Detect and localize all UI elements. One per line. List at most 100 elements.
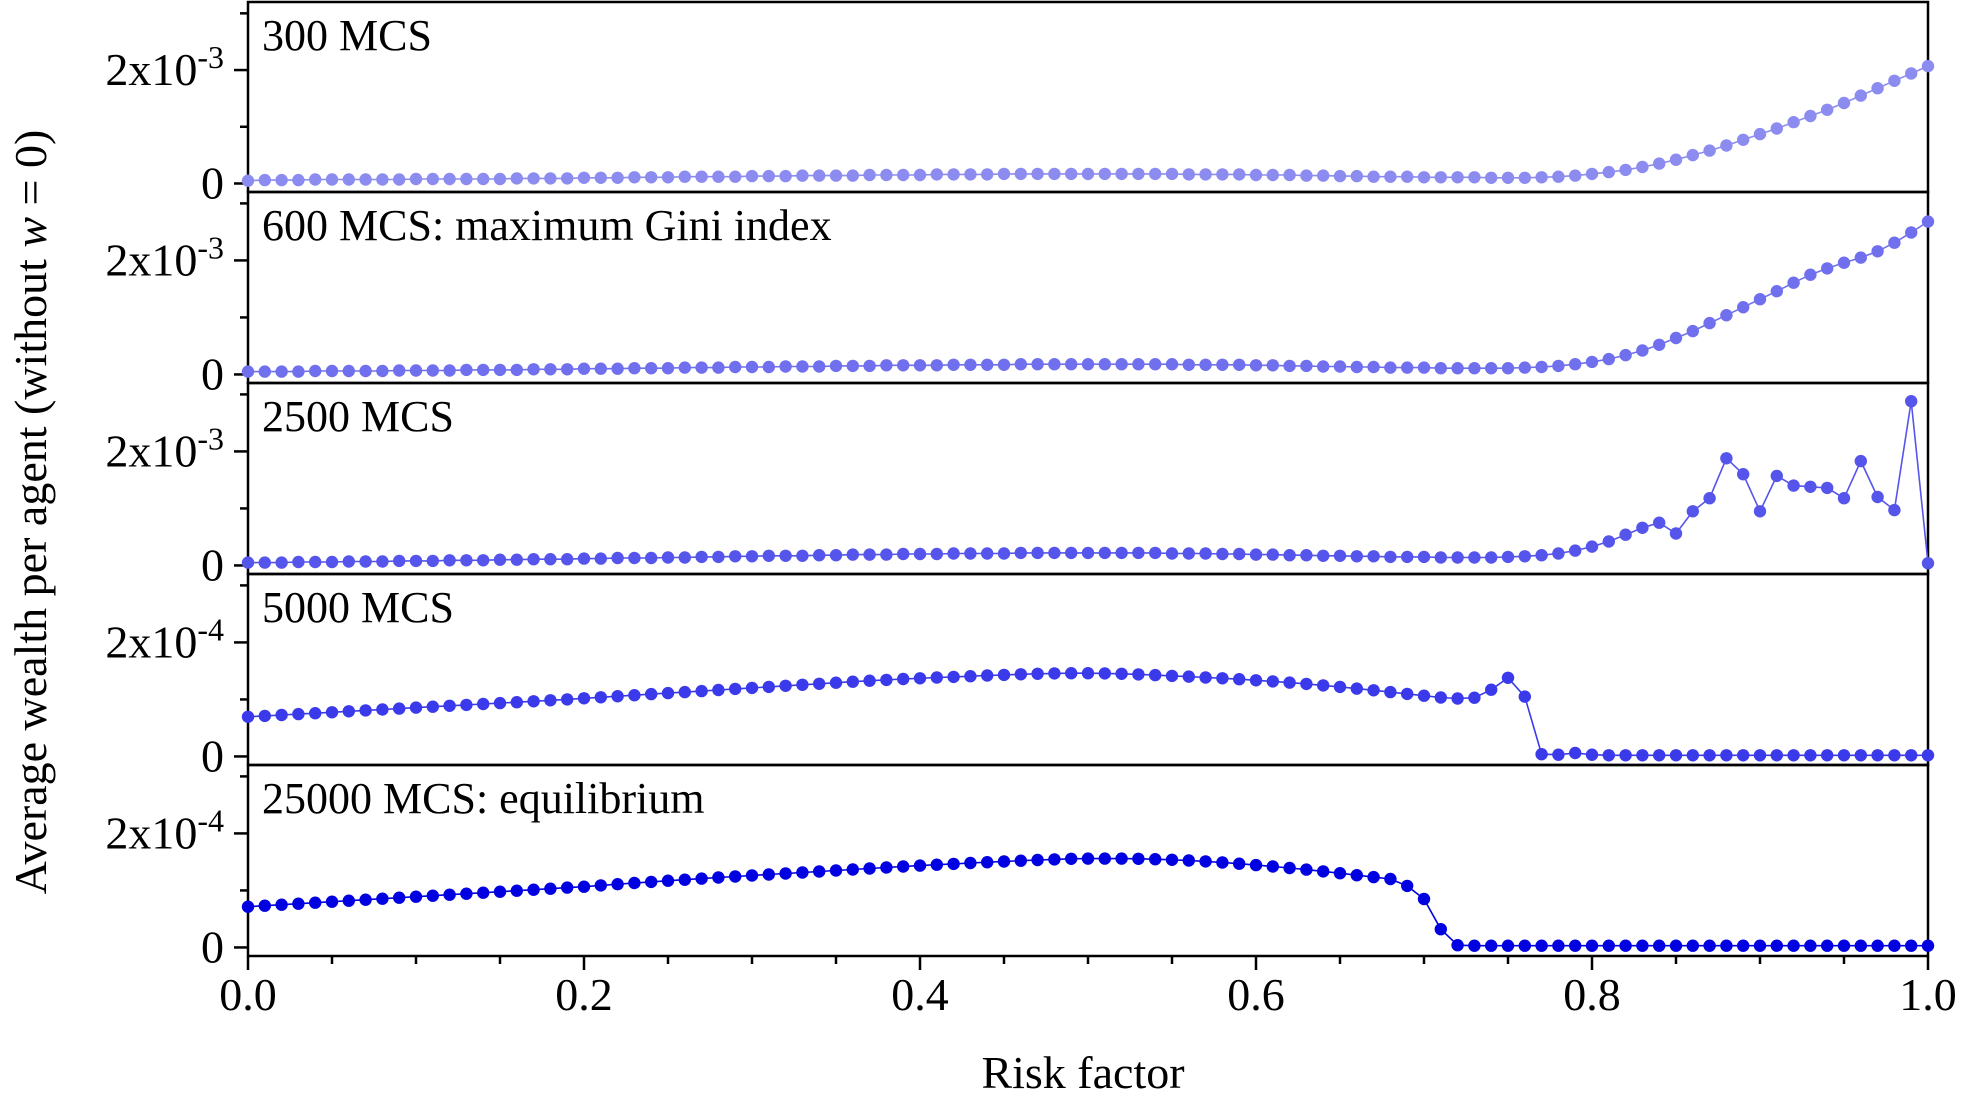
panel-3-point-80: [1585, 540, 1599, 553]
panel-5-point-35: [829, 864, 843, 877]
panel-4-point-43: [964, 670, 977, 683]
panel-5-point-90: [1753, 939, 1767, 952]
panel-4-point-84: [1653, 749, 1666, 762]
panel-5-point-57: [1199, 855, 1212, 868]
panel-2-point-88: [1720, 309, 1733, 322]
panel-1-point-13: [460, 172, 473, 186]
panel-5-point-83: [1636, 939, 1649, 952]
panel-3-label: 2500 MCS: [262, 392, 454, 441]
panel-5-point-23: [628, 876, 641, 890]
panel-3-point-82: [1619, 528, 1632, 541]
panel-4-point-59: [1233, 673, 1246, 686]
panel-5-point-44: [981, 856, 994, 869]
panel-3-point-63: [1300, 549, 1313, 562]
panel-2-point-9: [393, 364, 406, 377]
panel-3-frame: [246, 381, 1930, 576]
panel-3-point-97: [1871, 490, 1884, 504]
panel-4-point-23: [628, 689, 641, 702]
panel-1-point-20: [577, 171, 591, 184]
panel-2-point-70: [1417, 361, 1431, 374]
panel-1-point-30: [745, 169, 759, 183]
panel-2-point-5: [325, 364, 339, 378]
panel-1-point-98: [1888, 74, 1901, 88]
panel-5-point-99: [1905, 939, 1918, 952]
panel-4-point-83: [1636, 749, 1649, 762]
panel-4-point-44: [981, 669, 994, 682]
panel-1-point-83: [1636, 160, 1649, 174]
panel-3-point-9: [393, 554, 406, 568]
tick-base: 2x10: [105, 616, 197, 667]
x-tick-label: 1.0: [1899, 969, 1957, 1020]
panel-4-series-line: [247, 672, 1928, 757]
panel-3-point-59: [1233, 547, 1246, 561]
panel-3-point-73: [1468, 551, 1481, 564]
panel-5-point-84: [1653, 939, 1666, 952]
panel-5-point-100: [1921, 939, 1935, 952]
panel-4-point-37: [863, 674, 876, 687]
panel-4-point-52: [1115, 667, 1128, 680]
panel-5-point-31: [762, 868, 775, 881]
panel-3-point-40: [913, 547, 927, 561]
panel-5-point-93: [1804, 939, 1817, 952]
panel-4-point-73: [1468, 691, 1481, 704]
panel-1-point-67: [1367, 170, 1380, 183]
panel-5-point-82: [1619, 939, 1632, 952]
panel-5-point-22: [611, 878, 624, 891]
panel-4-point-10: [409, 701, 423, 714]
panel-3-point-44: [981, 547, 994, 560]
panel-1-point-86: [1686, 148, 1700, 162]
panel-4-point-76: [1518, 690, 1532, 703]
panel-1-point-62: [1283, 168, 1296, 182]
panel-5-point-88: [1720, 939, 1733, 952]
panel-1-point-94: [1821, 103, 1834, 117]
panel-4-point-34: [813, 677, 826, 690]
panel-4-point-70: [1417, 689, 1431, 702]
panel-1-point-12: [443, 172, 456, 186]
panel-5-point-17: [527, 883, 540, 896]
panel-4-point-1: [258, 709, 271, 723]
panel-2-point-51: [1098, 358, 1112, 371]
panel-1-point-6: [342, 173, 355, 186]
panel-1-point-77: [1535, 171, 1548, 184]
panel-2-point-54: [1149, 358, 1162, 371]
panel-2-point-53: [1132, 358, 1145, 371]
panel-1-point-87: [1703, 144, 1716, 157]
panel-4-point-96: [1854, 749, 1868, 762]
panel-4-point-54: [1149, 668, 1162, 682]
panel-4-point-35: [829, 676, 843, 689]
panel-3-point-90: [1753, 505, 1767, 518]
panel-4-point-72: [1451, 692, 1464, 705]
panel-3-point-86: [1686, 505, 1700, 518]
panel-3-point-56: [1182, 547, 1196, 560]
panel-4-point-36: [846, 675, 859, 688]
panel-5-point-85: [1669, 939, 1683, 952]
panel-3-point-85: [1669, 527, 1683, 540]
panel-4-point-22: [611, 690, 624, 703]
panel-2-point-63: [1300, 359, 1313, 373]
panel-4-point-2: [275, 708, 288, 722]
panel-2-point-2: [275, 365, 288, 378]
panel-4-label: 5000 MCS: [262, 583, 454, 632]
panel-5-point-8: [376, 892, 389, 905]
panel-1-point-40: [913, 168, 927, 182]
panel-1-point-100: [1921, 59, 1935, 73]
panel-3-point-89: [1737, 468, 1750, 481]
panel-4-point-21: [594, 691, 607, 704]
panel-1-point-88: [1720, 139, 1733, 152]
panel-1-point-48: [1048, 167, 1061, 181]
panel-5-point-78: [1552, 939, 1565, 952]
panel-5-point-64: [1317, 865, 1330, 878]
panel-1-point-10: [409, 172, 423, 186]
panel-4-point-82: [1619, 749, 1632, 762]
panel-2-point-85: [1669, 331, 1683, 345]
panel-2-point-44: [981, 358, 994, 371]
panel-2-point-87: [1703, 316, 1716, 330]
panel-1-point-56: [1182, 168, 1196, 181]
panel-2-point-62: [1283, 359, 1296, 373]
panel-2-point-26: [678, 361, 691, 374]
panel-3-point-26: [678, 551, 691, 564]
panel-2-point-18: [544, 363, 557, 376]
panel-5-point-19: [561, 881, 574, 894]
panel-3-point-87: [1703, 492, 1716, 505]
panel-2-point-1: [258, 365, 271, 378]
